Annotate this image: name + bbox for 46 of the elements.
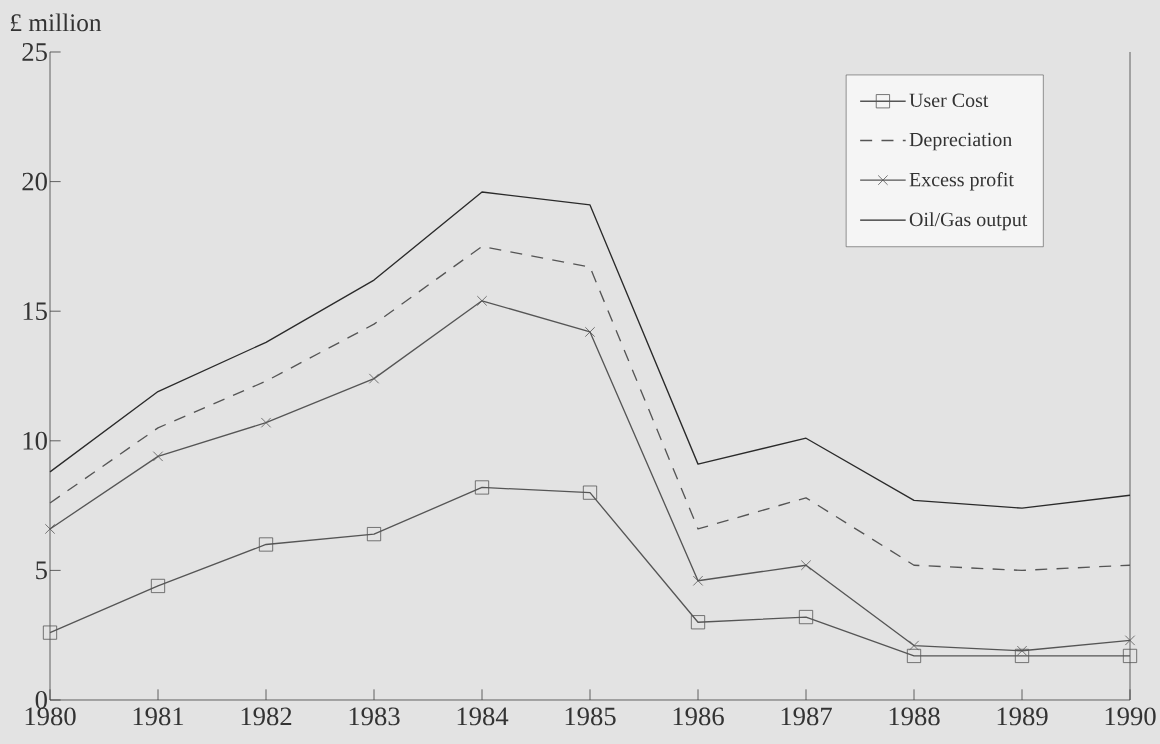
point bbox=[474, 480, 490, 495]
point bbox=[800, 560, 812, 571]
point bbox=[1014, 648, 1030, 664]
legend-label: User Cost bbox=[909, 93, 989, 108]
x-tick-label: 1987 bbox=[781, 707, 832, 726]
point bbox=[258, 537, 274, 552]
line-series bbox=[49, 191, 1131, 509]
x-tick-label: 1990 bbox=[1105, 707, 1156, 726]
x-tick-label: 1984 bbox=[457, 707, 509, 726]
y-tick-label: 0 bbox=[35, 691, 47, 709]
point bbox=[1122, 648, 1138, 664]
point bbox=[1124, 635, 1136, 646]
point bbox=[366, 527, 382, 542]
point bbox=[906, 648, 922, 664]
y-tick-label: 25 bbox=[22, 43, 47, 61]
x-tick-label: 1982 bbox=[241, 707, 292, 726]
point bbox=[1016, 645, 1028, 656]
point bbox=[908, 640, 920, 651]
y-tick-label: 5 bbox=[36, 561, 47, 580]
point bbox=[44, 523, 56, 535]
point bbox=[798, 609, 814, 625]
y-axis-title: £ million bbox=[10, 13, 102, 32]
x-tick-label: 1981 bbox=[133, 707, 184, 726]
point bbox=[152, 451, 164, 462]
legend-label: Depreciation bbox=[909, 132, 1013, 151]
point bbox=[690, 615, 706, 630]
point bbox=[260, 417, 272, 428]
point bbox=[584, 326, 596, 338]
line-series bbox=[49, 245, 1131, 572]
x-tick-label: 1980 bbox=[25, 707, 76, 726]
point bbox=[368, 373, 380, 384]
x-tick-label: 1989 bbox=[997, 707, 1048, 726]
y-tick-label: 10 bbox=[23, 431, 47, 450]
point bbox=[42, 625, 58, 640]
x-tick-label: 1988 bbox=[889, 707, 940, 726]
point bbox=[150, 578, 166, 594]
legend-label: Oil/Gas output bbox=[909, 212, 1028, 231]
y-tick-label: 15 bbox=[23, 302, 47, 321]
y-tick-label: 20 bbox=[22, 172, 47, 191]
point bbox=[582, 485, 598, 500]
point bbox=[476, 295, 488, 306]
x-tick-label: 1986 bbox=[673, 707, 724, 726]
legend-label: Excess profit bbox=[909, 172, 1014, 191]
x-tick-label: 1985 bbox=[565, 707, 616, 726]
point bbox=[692, 575, 704, 586]
x-tick-label: 1983 bbox=[349, 707, 400, 726]
